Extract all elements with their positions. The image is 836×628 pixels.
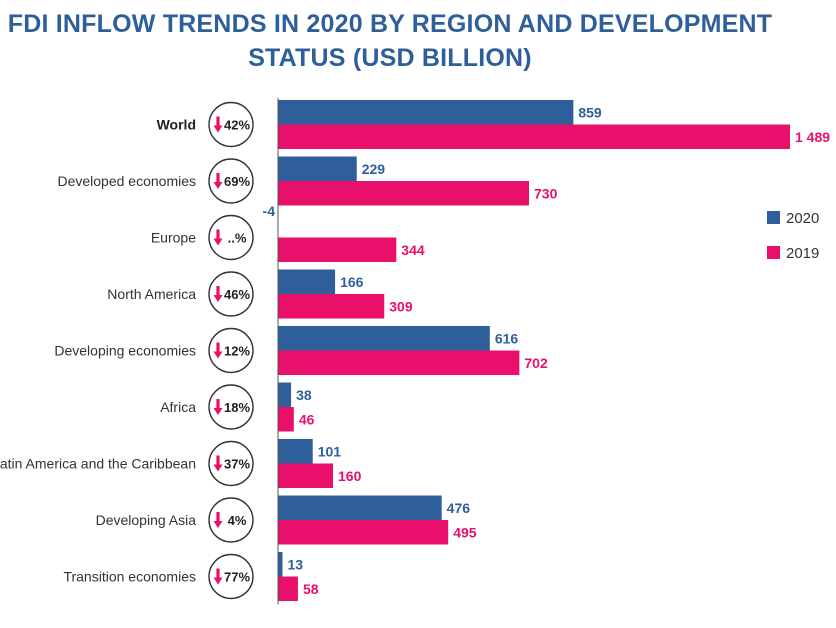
change-badge [208,384,254,430]
bar-2019 [278,407,294,432]
down-arrow-icon [213,173,223,189]
bar-2019 [278,294,385,319]
data-label-2020: 859 [578,104,602,120]
data-label-2020: 229 [362,161,386,177]
chart-row: Africa 18% 38 46 [160,382,315,432]
legend-label: 2020 [786,210,819,227]
bar-2019 [278,181,530,206]
down-arrow-icon [213,399,223,415]
data-label-2020: 166 [340,274,364,290]
bar-2019 [278,520,449,545]
category-label: Latin America and the Caribbean [0,456,196,472]
category-label: North America [107,286,196,302]
legend-swatch [767,246,780,259]
change-badge [208,497,254,543]
data-label-2020: 13 [287,556,303,572]
down-arrow-icon [213,568,223,585]
bar-2020 [278,156,357,181]
down-arrow-icon [213,286,223,302]
change-badge-value: 12% [224,344,250,359]
down-arrow-icon [213,229,223,246]
change-badge [208,553,254,600]
change-badge-value: 37% [224,457,250,472]
down-arrow-icon [213,512,223,528]
data-label-2019: 46 [299,411,315,427]
data-label-2019: 495 [453,524,477,540]
chart-row: World 42% 859 1 489 [157,100,830,149]
change-badge-value: 69% [224,174,250,189]
change-badge-value: 77% [224,570,250,585]
bar-2019 [278,576,298,601]
legend: 2020 2019 [767,210,819,262]
data-label-2020: 476 [447,500,471,516]
change-badge-value: 4% [228,513,247,528]
bar-2019 [278,237,397,262]
chart-row: Developing Asia 4% 476 495 [96,495,477,545]
chart-title-line-1: FDI INFLOW TRENDS IN 2020 BY REGION AND … [7,10,773,38]
chart-row: Latin America and the Caribbean 37% 101 160 [0,439,362,488]
data-label-2019: 702 [524,355,548,371]
bar-2019 [278,124,790,149]
chart-row: Europe ..% -4 344 [151,203,425,262]
bar-2019 [278,463,334,488]
data-label-2020: -4 [263,203,276,219]
change-badge [208,271,254,317]
down-arrow-icon [213,455,223,472]
category-label: Developed economies [57,173,196,189]
data-label-2019: 1 489 [795,129,830,145]
category-label: Europe [151,230,196,246]
chart-row: Developing economies 12% 616 702 [54,326,548,375]
data-label-2020: 616 [495,330,519,346]
down-arrow-icon [213,342,223,359]
bar-2020 [278,552,283,577]
category-label: Africa [160,399,196,415]
data-label-2019: 160 [338,468,362,484]
category-label: Developing Asia [96,512,197,528]
legend-label: 2019 [786,245,819,262]
category-label: Transition economies [63,569,196,585]
data-label-2019: 344 [401,242,425,258]
bar-2020 [278,439,313,464]
legend-swatch [767,211,780,224]
chart-row: North America 46% 166 309 [107,269,413,319]
bar-2020 [278,326,490,351]
change-badge-value: 46% [224,287,250,302]
change-badge-value: ..% [228,231,247,246]
bar-2019 [278,350,520,375]
data-label-2019: 730 [534,185,558,201]
change-badge [208,101,254,148]
bar-2020 [278,269,336,294]
chart-rows: World 42% 859 1 489 Developed economies 69% 22… [0,100,830,601]
change-badge [208,440,254,487]
category-label: Developing economies [54,343,196,359]
chart-row: Developed economies 69% 229 730 [57,156,558,206]
change-badge [208,327,254,374]
change-badge [208,214,254,261]
change-badge-value: 42% [224,118,250,133]
chart-title-line-2: STATUS (USD BILLION) [248,44,532,72]
category-label: World [157,117,196,133]
change-badge [208,158,254,204]
down-arrow-icon [213,116,223,133]
data-label-2019: 309 [389,298,413,314]
data-label-2020: 101 [318,443,342,459]
data-label-2019: 58 [303,581,319,597]
bar-2020 [278,495,442,520]
data-label-2020: 38 [296,387,312,403]
bar-2020 [278,382,292,407]
change-badge-value: 18% [224,400,250,415]
bar-2020 [278,100,574,125]
